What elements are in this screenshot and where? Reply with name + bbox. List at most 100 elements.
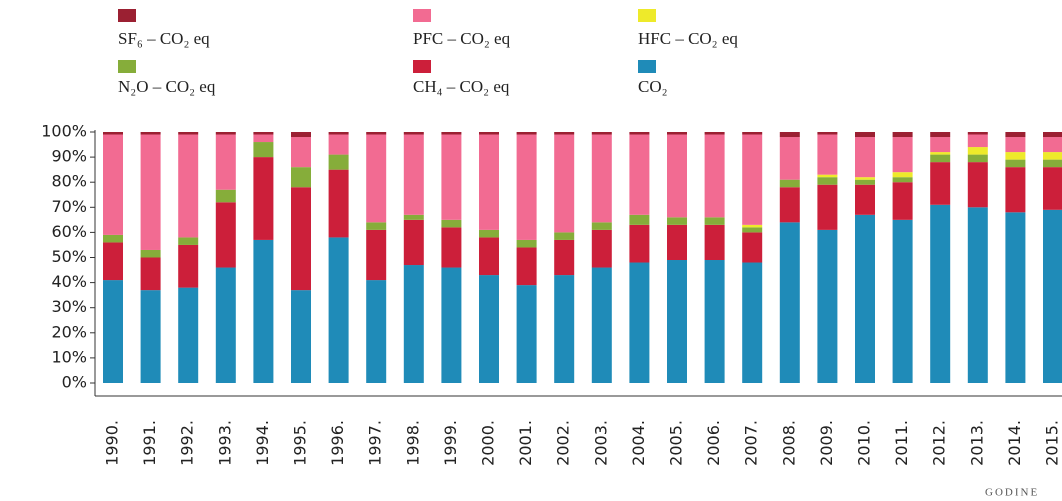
- bar-segment: [215, 134, 236, 190]
- bar-segment: [441, 134, 462, 220]
- bar-segment: [291, 290, 311, 383]
- bar-segment: [178, 237, 199, 245]
- bar-segment: [1043, 167, 1062, 210]
- bar-segment: [817, 177, 838, 185]
- x-tick-label: 1997.: [366, 420, 385, 466]
- bar-segment: [742, 224, 763, 228]
- bar-segment: [704, 132, 725, 135]
- bar-segment: [253, 239, 274, 383]
- x-tick-label: 2011.: [892, 420, 911, 466]
- y-tick-label: 40%: [51, 272, 87, 291]
- bar-segment: [1005, 159, 1026, 168]
- bar-segment: [1005, 132, 1026, 138]
- legend-label: CO₂: [638, 77, 668, 96]
- bar-segment: [667, 134, 687, 218]
- bar-segment: [140, 249, 161, 258]
- bar-segment: [178, 134, 199, 238]
- bar-segment: [742, 134, 763, 225]
- bar-segment: [967, 132, 988, 135]
- x-tick-label: 1995.: [291, 420, 310, 466]
- bar-segment: [591, 267, 612, 383]
- bar-segment: [855, 179, 875, 185]
- bar-segment: [892, 219, 913, 383]
- y-tick-label: 100%: [41, 122, 87, 141]
- bar-segment: [667, 217, 687, 225]
- bar-segment: [892, 137, 913, 173]
- x-tick-label: 2003.: [591, 420, 610, 466]
- bar-segment: [516, 285, 537, 383]
- bar-segment: [967, 154, 988, 163]
- x-tick-label: 2002.: [554, 420, 573, 466]
- x-tick-label: 2004.: [629, 420, 648, 466]
- bar-segment: [967, 134, 988, 148]
- bar-segment: [817, 229, 838, 383]
- bar-segment: [554, 232, 575, 240]
- bar-segment: [328, 169, 349, 238]
- bar-segment: [967, 207, 988, 383]
- x-tick-label: 1996.: [328, 420, 347, 466]
- bar-segment: [1043, 132, 1062, 138]
- bar-segment: [441, 267, 462, 383]
- x-tick-label: 1999.: [441, 420, 460, 466]
- bar-segment: [516, 134, 537, 240]
- y-tick-label: 80%: [51, 172, 87, 191]
- bar-segment: [779, 187, 800, 223]
- legend-swatch: [413, 60, 431, 73]
- bar-segment: [742, 227, 763, 233]
- bar-segment: [779, 179, 800, 188]
- bar-segment: [930, 162, 951, 205]
- bar-segment: [629, 214, 650, 225]
- bar-segment: [930, 137, 951, 153]
- legend-swatch: [413, 9, 431, 22]
- x-tick-label: 2001.: [516, 420, 535, 466]
- x-tick-label: 1992.: [178, 420, 197, 466]
- bar-segment: [855, 137, 875, 178]
- bar-segment: [930, 152, 951, 155]
- bar-segment: [704, 260, 725, 383]
- bar-segment: [892, 177, 913, 183]
- bar-segment: [892, 182, 913, 220]
- y-tick-label: 50%: [51, 247, 87, 266]
- bar-segment: [403, 219, 424, 266]
- bar-segment: [742, 262, 763, 383]
- bar-segment: [328, 237, 349, 383]
- x-tick-label: 2009.: [817, 420, 836, 466]
- legend-swatch: [118, 9, 136, 22]
- bar-segment: [855, 214, 875, 383]
- legend-label: SF₆ – CO₂ eq: [118, 29, 210, 48]
- bar-segment: [930, 132, 951, 138]
- bar-segment: [479, 229, 499, 238]
- bar-segment: [516, 132, 537, 135]
- bar-segment: [516, 247, 537, 286]
- bar-segment: [291, 187, 311, 291]
- bar-segment: [403, 134, 424, 215]
- x-tick-label: 2015.: [1043, 420, 1062, 466]
- bar-segment: [1005, 152, 1026, 160]
- bar-segment: [366, 229, 387, 281]
- bar-segment: [817, 132, 838, 135]
- bar-segment: [253, 157, 274, 240]
- legend-label: PFC – CO₂ eq: [413, 29, 511, 48]
- bar-segment: [742, 132, 763, 135]
- x-tick-label: 2008.: [779, 420, 798, 466]
- bar-segment: [366, 280, 387, 383]
- bar-segment: [629, 262, 650, 383]
- y-tick-label: 10%: [51, 347, 87, 366]
- bar-segment: [817, 184, 838, 230]
- bar-segment: [366, 132, 387, 135]
- bar-segment: [1005, 137, 1026, 153]
- x-tick-label: 2006.: [704, 420, 723, 466]
- bar-segment: [779, 222, 800, 383]
- bar-segment: [479, 237, 499, 276]
- bar-segment: [1005, 167, 1026, 213]
- bar-segment: [403, 214, 424, 220]
- bar-segment: [629, 134, 650, 215]
- bar-segment: [667, 224, 687, 261]
- bar-segment: [253, 134, 274, 143]
- bar-segment: [366, 134, 387, 223]
- bar-segment: [140, 134, 161, 250]
- bar-segment: [554, 239, 575, 276]
- bar-segment: [403, 265, 424, 383]
- bar-segment: [291, 167, 311, 188]
- bar-segment: [328, 132, 349, 135]
